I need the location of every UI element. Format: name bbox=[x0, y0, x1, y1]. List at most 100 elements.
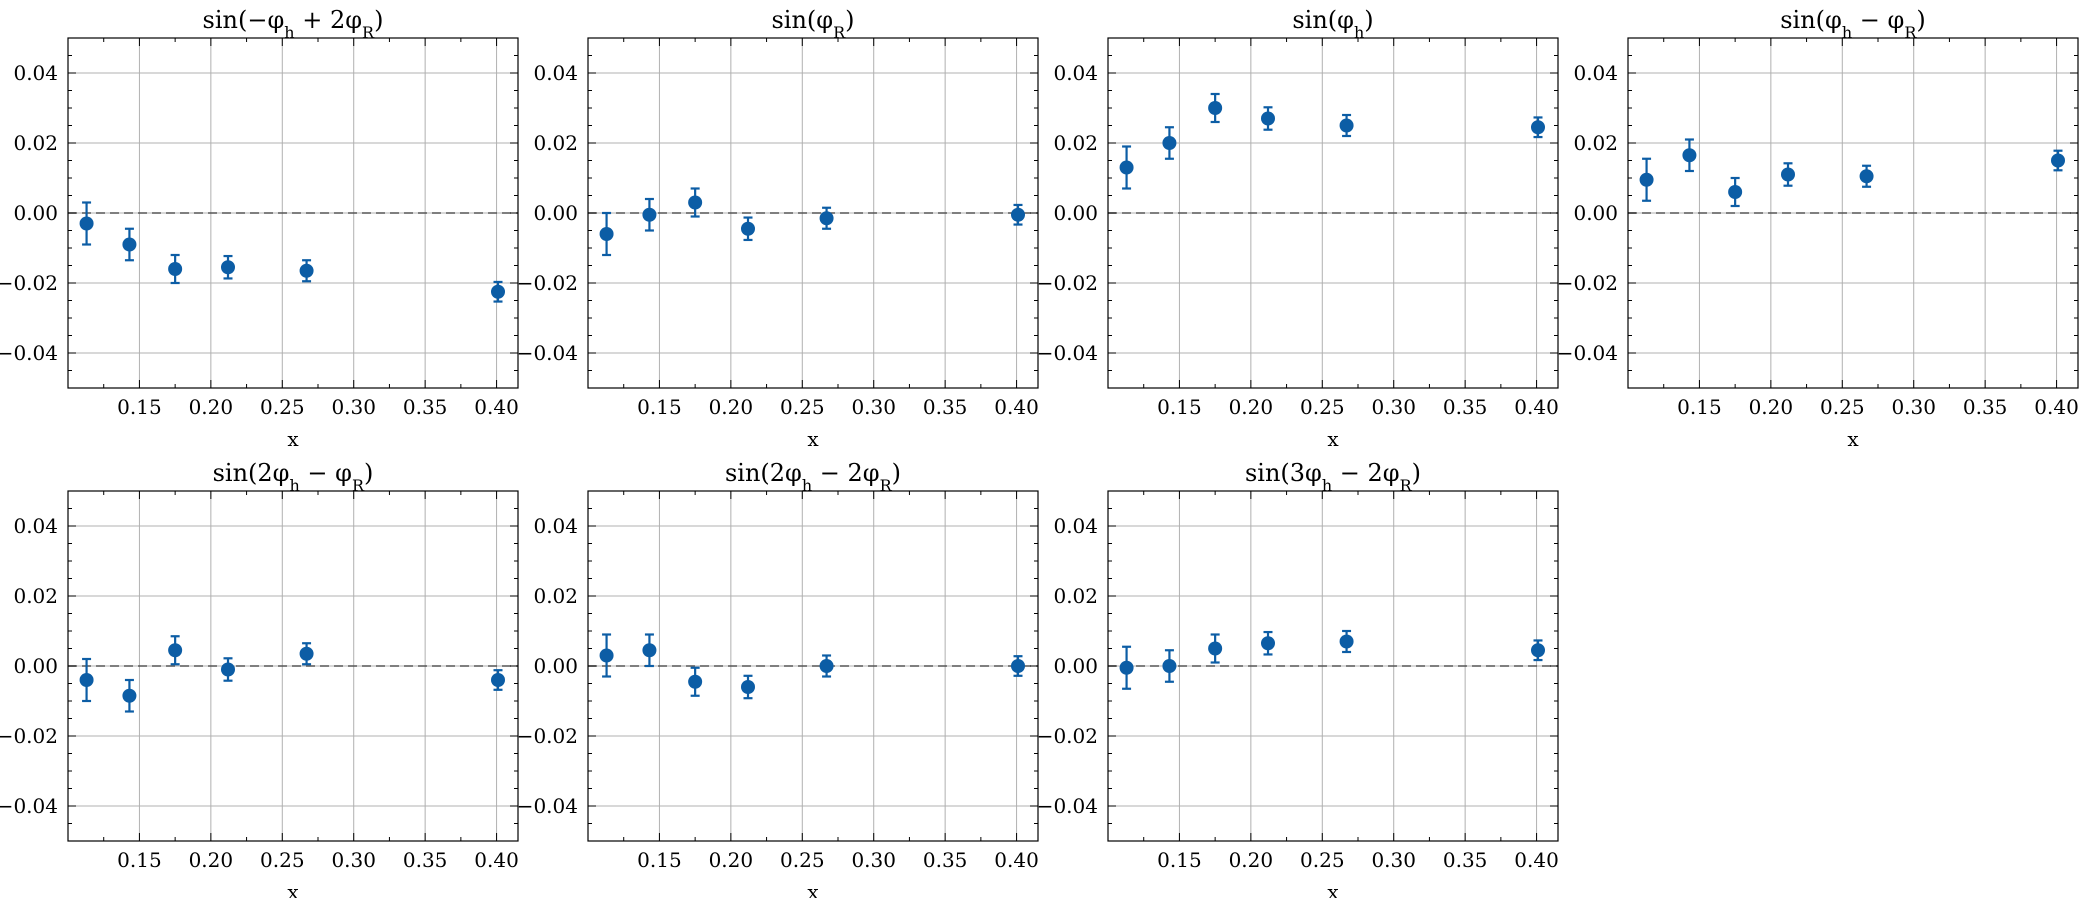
subplot-title: sin(2φh − 2φR) bbox=[725, 459, 901, 495]
data-point bbox=[1531, 120, 1545, 135]
y-tick-label: 0.02 bbox=[13, 584, 58, 608]
x-tick-label: 0.40 bbox=[474, 848, 519, 872]
data-point bbox=[79, 673, 94, 687]
data-point bbox=[122, 237, 137, 252]
axes-frame bbox=[1107, 490, 1559, 842]
data-point bbox=[168, 262, 183, 276]
subplot-title: sin(φh) bbox=[1292, 6, 1373, 42]
x-tick-label: 0.20 bbox=[189, 848, 234, 872]
axes-frame bbox=[587, 37, 1039, 389]
data-point bbox=[221, 662, 235, 677]
x-tick-label: 0.30 bbox=[851, 395, 896, 419]
data-point bbox=[1728, 185, 1743, 199]
axes-frame bbox=[1627, 37, 2079, 389]
data-point bbox=[1011, 207, 1025, 222]
x-tick-label: 0.20 bbox=[1229, 848, 1274, 872]
axes-frame bbox=[67, 37, 519, 389]
x-tick-label: 0.25 bbox=[1300, 395, 1345, 419]
y-tick-label: 0.02 bbox=[533, 584, 578, 608]
y-tick-label: −0.02 bbox=[517, 271, 578, 295]
y-tick-label: −0.02 bbox=[517, 724, 578, 748]
y-tick-label: 0.00 bbox=[1573, 201, 1618, 225]
x-tick-label: 0.15 bbox=[1157, 848, 1202, 872]
data-point bbox=[221, 260, 235, 275]
subplot-title: sin(φh − φR) bbox=[1780, 6, 1926, 42]
y-tick-label: −0.04 bbox=[0, 794, 58, 818]
x-tick-label: 0.30 bbox=[851, 848, 896, 872]
x-tick-label: 0.20 bbox=[189, 395, 234, 419]
x-tick-label: 0.35 bbox=[403, 848, 448, 872]
data-point bbox=[741, 221, 755, 236]
data-point bbox=[299, 263, 314, 278]
data-point bbox=[1261, 111, 1275, 126]
data-point bbox=[1119, 660, 1134, 675]
x-tick-label: 0.15 bbox=[1677, 395, 1722, 419]
data-point bbox=[1781, 167, 1795, 182]
y-tick-label: −0.02 bbox=[1557, 271, 1618, 295]
data-point bbox=[599, 648, 614, 663]
data-point bbox=[168, 643, 183, 658]
y-tick-label: −0.04 bbox=[1037, 341, 1098, 365]
x-tick-label: 0.30 bbox=[1891, 395, 1936, 419]
y-tick-label: 0.00 bbox=[533, 201, 578, 225]
x-tick-label: 0.25 bbox=[780, 848, 825, 872]
y-tick-label: 0.00 bbox=[1053, 654, 1098, 678]
x-tick-label: 0.35 bbox=[1443, 395, 1488, 419]
data-point bbox=[1859, 169, 1874, 184]
y-tick-label: 0.04 bbox=[533, 61, 578, 85]
data-point bbox=[2051, 153, 2065, 168]
axes-frame bbox=[587, 490, 1039, 842]
data-point bbox=[819, 659, 834, 673]
subplot-1: 0.15 0.20 0.25 0.30 0.35 0.40 −0.04 −0.02 0.00 0.… bbox=[0, 6, 519, 451]
data-point bbox=[122, 688, 137, 703]
x-tick-label: 0.30 bbox=[1371, 848, 1416, 872]
y-tick-label: 0.04 bbox=[1053, 61, 1098, 85]
y-tick-label: 0.00 bbox=[1053, 201, 1098, 225]
x-tick-label: 0.15 bbox=[637, 848, 682, 872]
y-tick-label: 0.04 bbox=[1573, 61, 1618, 85]
data-point bbox=[491, 673, 505, 687]
x-tick-label: 0.35 bbox=[403, 395, 448, 419]
x-axis-label: x bbox=[807, 880, 819, 898]
y-tick-label: 0.02 bbox=[533, 131, 578, 155]
x-tick-label: 0.15 bbox=[1157, 395, 1202, 419]
data-point bbox=[688, 674, 703, 689]
y-tick-label: 0.02 bbox=[1053, 584, 1098, 608]
x-tick-label: 0.20 bbox=[709, 395, 754, 419]
x-tick-label: 0.30 bbox=[331, 848, 376, 872]
y-tick-label: 0.02 bbox=[13, 131, 58, 155]
x-tick-label: 0.40 bbox=[1514, 848, 1559, 872]
data-point bbox=[819, 211, 834, 226]
axes-frame bbox=[67, 490, 519, 842]
data-point bbox=[741, 680, 755, 694]
data-point bbox=[1339, 634, 1354, 649]
x-tick-label: 0.40 bbox=[474, 395, 519, 419]
y-tick-label: −0.02 bbox=[0, 724, 58, 748]
axes-frame bbox=[1107, 37, 1559, 389]
data-point bbox=[79, 216, 94, 231]
x-tick-label: 0.30 bbox=[1371, 395, 1416, 419]
y-tick-label: −0.04 bbox=[517, 794, 578, 818]
x-tick-label: 0.40 bbox=[994, 848, 1039, 872]
y-tick-label: −0.04 bbox=[0, 341, 58, 365]
x-tick-label: 0.20 bbox=[709, 848, 754, 872]
x-axis-label: x bbox=[1327, 880, 1339, 898]
subplot-title: sin(3φh − 2φR) bbox=[1245, 459, 1421, 495]
y-tick-label: 0.00 bbox=[533, 654, 578, 678]
x-axis-label: x bbox=[287, 427, 299, 451]
data-point bbox=[599, 227, 614, 241]
x-axis-label: x bbox=[287, 880, 299, 898]
x-tick-label: 0.15 bbox=[117, 395, 162, 419]
y-tick-label: −0.02 bbox=[1037, 724, 1098, 748]
y-tick-label: −0.02 bbox=[0, 271, 58, 295]
x-tick-label: 0.35 bbox=[1443, 848, 1488, 872]
y-tick-label: 0.00 bbox=[13, 201, 58, 225]
y-tick-label: −0.02 bbox=[1037, 271, 1098, 295]
x-axis-label: x bbox=[1327, 427, 1339, 451]
y-tick-label: 0.04 bbox=[13, 514, 58, 538]
data-point bbox=[1162, 659, 1177, 673]
subplot-7: 0.15 0.20 0.25 0.30 0.35 0.40 −0.04 −0.02 0.00 0.… bbox=[1037, 459, 1559, 898]
data-point bbox=[1261, 636, 1275, 651]
